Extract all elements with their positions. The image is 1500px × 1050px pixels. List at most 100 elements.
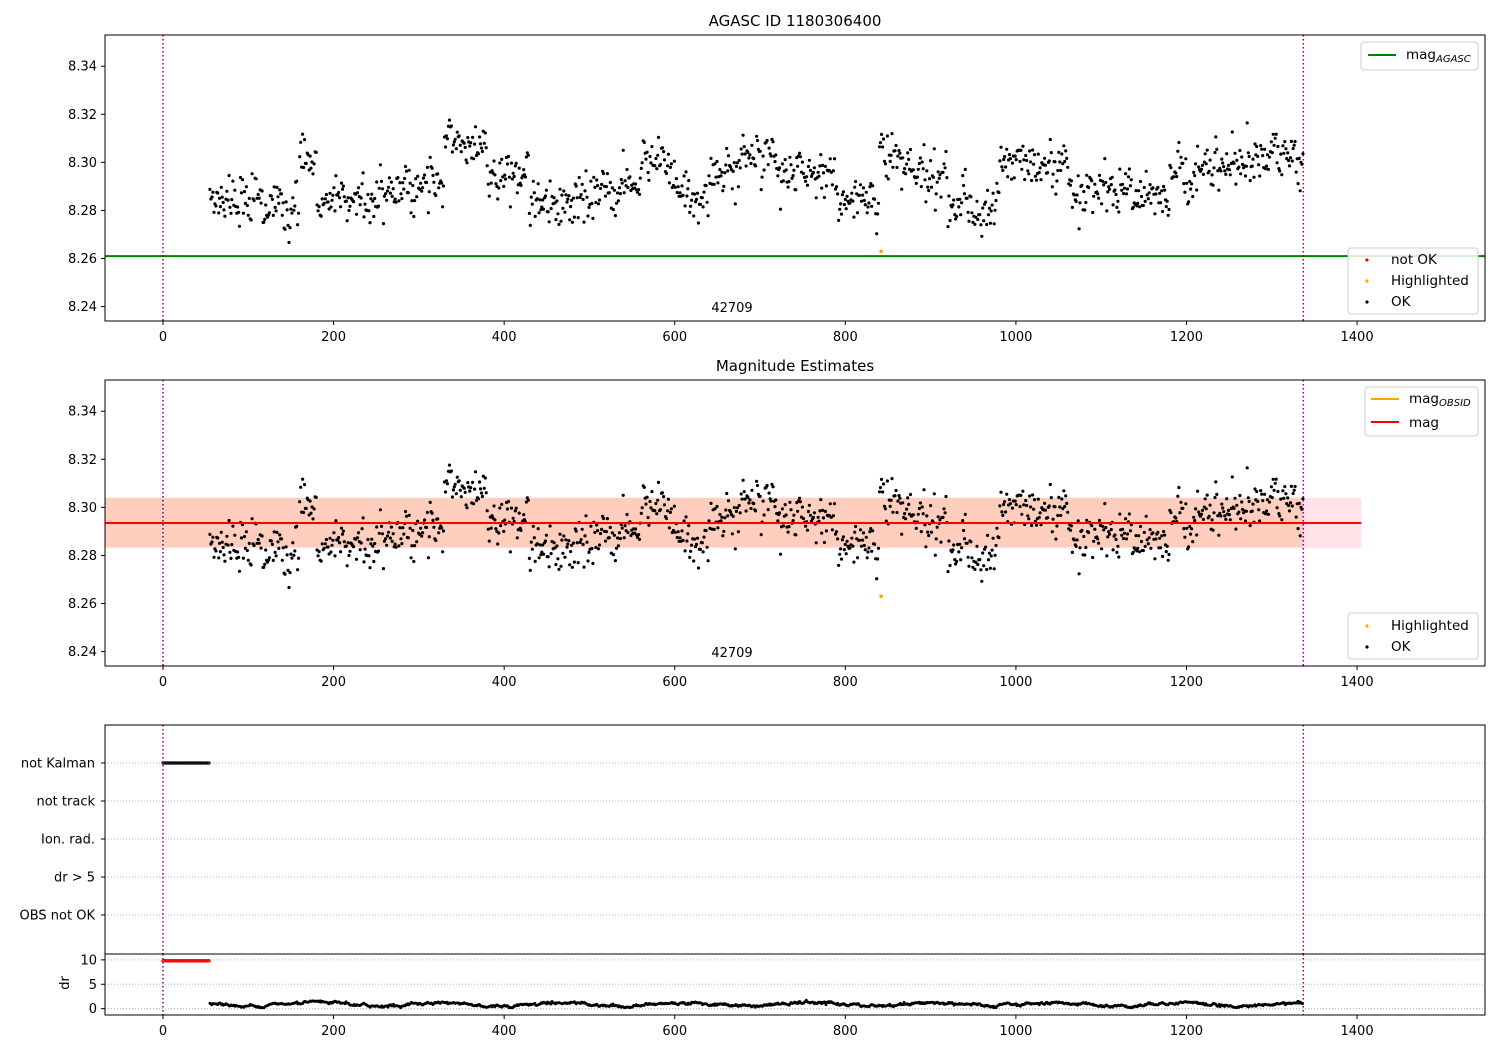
ok-point [473, 125, 478, 129]
ok-point [1296, 182, 1300, 186]
x-tick-label: 200 [321, 1024, 346, 1039]
ok-point [732, 506, 736, 510]
ok-point [754, 164, 758, 168]
ok-point [1077, 227, 1081, 231]
ok-point [759, 188, 763, 192]
ok-point [571, 541, 576, 545]
ok-point [394, 545, 398, 549]
ok-point [907, 512, 912, 516]
ok-point [1102, 528, 1106, 532]
ok-point [338, 196, 342, 200]
ok-point [811, 515, 816, 520]
ok-point [558, 187, 562, 191]
ok-point [535, 542, 539, 546]
ok-point [1179, 500, 1183, 504]
ok-point [1286, 151, 1290, 155]
ok-point [458, 143, 462, 147]
ok-point [1161, 554, 1165, 559]
ok-point [709, 156, 713, 160]
ok-point [784, 513, 788, 517]
legend-estimates-label-highlighted: Highlighted [1391, 618, 1469, 634]
ok-point [1146, 542, 1150, 546]
ok-point [1218, 511, 1222, 515]
ok-point [908, 492, 913, 497]
ok-point [1245, 121, 1249, 125]
ok-point [1032, 498, 1037, 502]
ok-point [941, 170, 945, 174]
ok-point [515, 536, 519, 540]
ok-point [393, 542, 397, 546]
ok-point [239, 191, 244, 195]
ok-point [901, 156, 905, 160]
ok-point [482, 141, 486, 145]
ok-point [1272, 488, 1276, 492]
ok-point [1264, 167, 1268, 171]
ok-point [595, 178, 599, 182]
ok-point [287, 240, 291, 245]
ok-point [1046, 171, 1050, 175]
ok-point [1225, 152, 1229, 156]
ok-point [668, 165, 673, 169]
ok-point [1083, 553, 1087, 557]
ok-point [762, 513, 766, 517]
ok-point [650, 490, 654, 494]
ok-point [242, 190, 247, 194]
ok-point [1114, 537, 1118, 542]
ok-point [666, 152, 671, 156]
ok-point [1093, 527, 1097, 531]
ok-point [302, 138, 307, 142]
ok-point [228, 205, 232, 209]
ok-point [1279, 497, 1283, 501]
ok-point [289, 552, 293, 556]
ok-point [579, 538, 583, 542]
ok-point [1103, 502, 1107, 506]
ok-point [830, 528, 835, 532]
ok-point [839, 202, 843, 206]
ok-point [531, 179, 535, 183]
ok-point [1107, 532, 1112, 536]
ok-point [340, 532, 345, 536]
ok-point [1000, 165, 1004, 169]
ok-point [217, 211, 221, 215]
ok-point [425, 525, 429, 530]
ok-point [1289, 484, 1293, 488]
ok-point [320, 542, 324, 546]
ok-point [1280, 173, 1284, 177]
ok-point [1243, 174, 1248, 178]
ok-point [800, 505, 805, 509]
ok-point [843, 542, 847, 547]
ok-point [586, 214, 590, 218]
ok-point [646, 170, 650, 175]
ok-point [1138, 205, 1142, 209]
ok-point [443, 145, 448, 149]
x-tick-label: 800 [833, 1024, 858, 1039]
ok-point [478, 487, 483, 491]
ok-point [537, 556, 541, 560]
ok-point [260, 534, 264, 538]
ok-point [951, 548, 955, 552]
ok-point [513, 509, 517, 513]
ok-point [329, 550, 333, 554]
ok-point [454, 492, 458, 496]
ok-point [991, 191, 995, 195]
ok-point [754, 509, 758, 513]
ok-point [957, 205, 961, 209]
ok-point [924, 545, 928, 549]
ok-point [1090, 179, 1094, 183]
ok-point [1063, 159, 1067, 164]
ok-point [403, 509, 408, 514]
legend-label-ok: OK [1391, 294, 1412, 310]
ok-point [1161, 209, 1165, 214]
ok-point [218, 205, 222, 209]
ok-point [541, 552, 546, 556]
ok-point [1251, 157, 1255, 161]
ok-point [558, 532, 562, 536]
ok-point [878, 486, 883, 490]
ok-point [1050, 530, 1054, 534]
ok-point [413, 199, 417, 203]
ok-point [244, 530, 248, 534]
ok-point [974, 560, 978, 564]
ok-point [543, 194, 548, 198]
ok-point [914, 526, 918, 531]
